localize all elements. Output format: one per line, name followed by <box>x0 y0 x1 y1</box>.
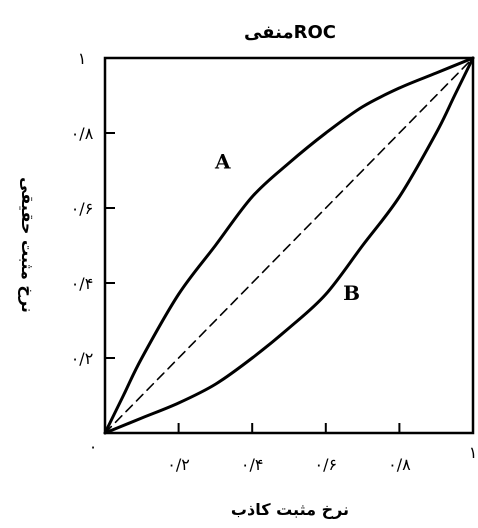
x-axis-title: نرخ مثبت کاذب <box>231 500 349 519</box>
curve-label-b: B <box>343 281 360 305</box>
diagonal-reference-line <box>104 57 474 434</box>
y-axis-ticks: ٠/٢ ٠/۴ ٠/۶ ٠/٨ ١ <box>71 49 115 368</box>
x-tick-label: ٠/٨ <box>388 455 411 474</box>
plot-frame <box>103 56 475 435</box>
annotation-layer: AB <box>214 150 360 305</box>
y-tick-label: ١ <box>78 49 87 68</box>
y-axis-title: نرخ مثبت حقیقی <box>18 177 37 313</box>
y-tick-label: ٠/٢ <box>71 349 94 368</box>
x-tick-label: ٠/٢ <box>167 455 190 474</box>
y-tick-label: ٠/۴ <box>71 274 94 293</box>
chart-title: منفیROC <box>244 22 336 43</box>
curve-b <box>103 56 475 435</box>
x-tick-label: ٠/۴ <box>241 455 264 474</box>
x-tick-label: ٠/۶ <box>315 455 338 474</box>
series-layer <box>103 56 475 435</box>
curve-a <box>103 56 475 435</box>
x-tick-label: ١ <box>469 443 478 462</box>
y-tick-label: ٠/٨ <box>71 124 94 143</box>
x-tick-label: ٠ <box>89 437 98 456</box>
y-tick-label: ٠/۶ <box>71 199 94 218</box>
curve-label-a: A <box>214 150 231 174</box>
x-axis-ticks: ٠ ٠/٢ ٠/۴ ٠/۶ ٠/٨ ١ <box>89 423 478 474</box>
